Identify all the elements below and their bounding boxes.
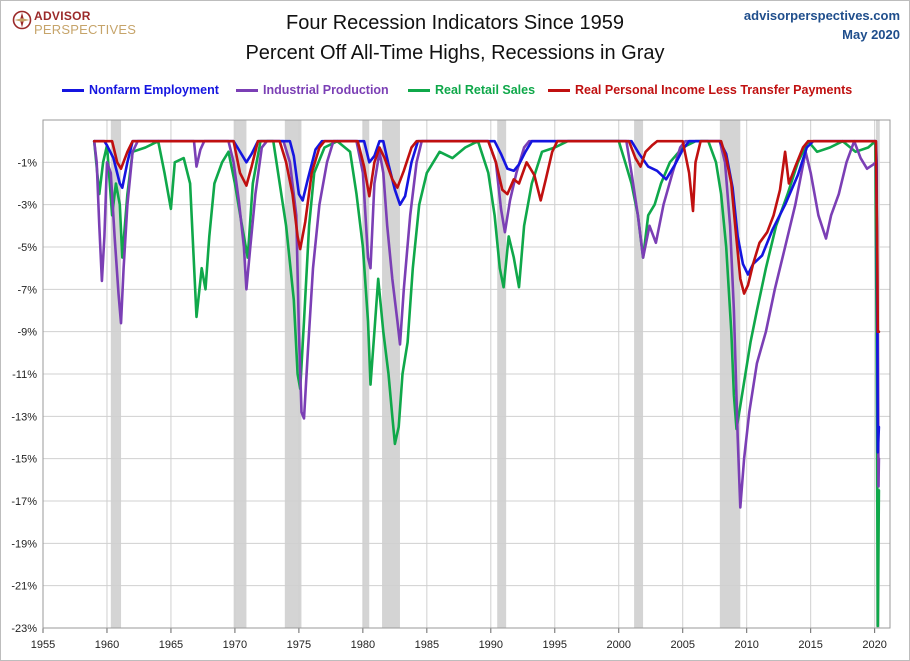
logo-text-bottom: PERSPECTIVES (34, 22, 137, 37)
x-tick-label-2: 1965 (159, 639, 183, 651)
y-tick-label-5: -11% (12, 369, 37, 381)
y-tick-label-6: -13% (11, 411, 37, 423)
series-line-industrial (92, 139, 881, 509)
x-tick-label-6: 1985 (415, 639, 439, 651)
legend-item-industrial: Industrial Production (236, 83, 389, 99)
legend-swatch-retail (408, 89, 430, 93)
x-tick-label-12: 2015 (798, 639, 822, 651)
plot-area-border (42, 119, 891, 629)
x-tick-label-13: 2020 (862, 639, 886, 651)
y-tick-label-0: -1% (17, 157, 37, 169)
y-tick-label-7: -15% (11, 454, 37, 466)
legend-label-income: Real Personal Income Less Transfer Payme… (575, 83, 853, 97)
x-tick-label-3: 1970 (223, 639, 247, 651)
x-tick-label-11: 2010 (734, 639, 758, 651)
legend-swatch-employment (62, 89, 84, 93)
y-tick-label-4: -9% (17, 327, 37, 339)
series-line-income (92, 139, 881, 333)
y-tick-label-3: -7% (17, 284, 37, 296)
x-tick-label-1: 1960 (95, 639, 119, 651)
logo-text-top: ADVISOR (34, 9, 91, 23)
legend-item-retail: Real Retail Sales (408, 83, 535, 99)
y-tick-label-9: -19% (11, 538, 37, 550)
x-tick-label-8: 1995 (543, 639, 567, 651)
legend-item-employment: Nonfarm Employment (62, 83, 219, 99)
x-tick-label-0: 1955 (31, 639, 55, 651)
compass-logo-icon (12, 10, 32, 30)
chart-title: Four Recession Indicators Since 1959 (286, 12, 624, 34)
legend-label-employment: Nonfarm Employment (89, 83, 219, 97)
series-line-retail (92, 139, 881, 628)
legend-item-income: Real Personal Income Less Transfer Payme… (548, 83, 852, 99)
series-line-employment (92, 139, 881, 454)
source-site[interactable]: advisorperspectives.com (743, 8, 900, 23)
publish-date: May 2020 (842, 27, 900, 42)
legend-label-retail: Real Retail Sales (435, 83, 536, 97)
legend-swatch-income (548, 89, 570, 93)
y-tick-label-2: -5% (17, 242, 37, 254)
x-tick-label-7: 1990 (479, 639, 503, 651)
y-tick-label-8: -17% (11, 496, 37, 508)
legend-label-industrial: Industrial Production (263, 83, 389, 97)
x-tick-label-5: 1980 (351, 639, 375, 651)
x-tick-label-9: 2000 (607, 639, 631, 651)
y-tick-label-1: -3% (17, 200, 37, 212)
y-tick-label-10: -21% (11, 581, 37, 593)
x-tick-label-10: 2005 (670, 639, 694, 651)
advisor-perspectives-logo[interactable]: ADVISOR PERSPECTIVES (12, 8, 152, 38)
chart-subtitle: Percent Off All-Time Highs, Recessions i… (245, 42, 665, 64)
y-tick-label-11: -23% (11, 623, 37, 635)
legend-swatch-industrial (236, 89, 258, 93)
x-tick-label-4: 1975 (287, 639, 311, 651)
